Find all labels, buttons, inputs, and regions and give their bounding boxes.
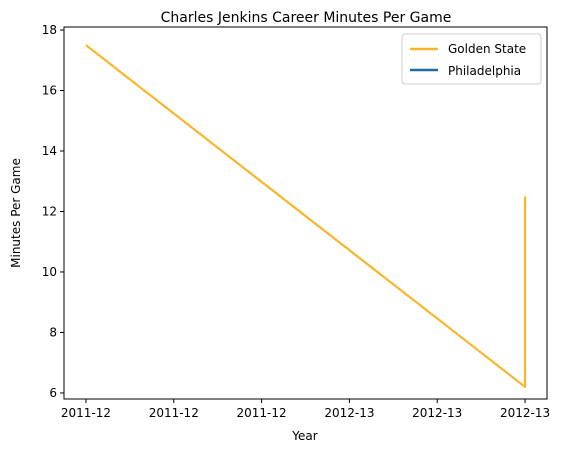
series-lines (85, 44, 527, 389)
x-tick-label: 2011-12 (149, 406, 199, 420)
y-tick-label: 18 (42, 23, 57, 37)
x-tick-label: 2012-13 (412, 406, 462, 420)
chart-title: Charles Jenkins Career Minutes Per Game (161, 10, 452, 26)
y-axis-label: Minutes Per Game (9, 158, 23, 268)
y-tick-label: 16 (42, 84, 57, 98)
legend-box (401, 33, 542, 85)
legend: Golden State Philadelphia (401, 33, 542, 85)
legend-label-philadelphia: Philadelphia (448, 64, 521, 78)
legend-label-golden-state: Golden State (448, 42, 526, 56)
y-axis-ticks: 6 8 10 12 14 16 18 (42, 23, 64, 400)
y-tick-label: 14 (42, 144, 57, 158)
x-tick-label: 2011-12 (61, 406, 111, 420)
plot-area (63, 26, 548, 400)
x-tick-label: 2012-13 (500, 406, 550, 420)
x-axis-ticks: 2011-12 2011-12 2011-12 2012-13 2012-13 2012-… (61, 399, 550, 420)
y-tick-label: 6 (49, 386, 57, 400)
series-line-golden-state (85, 44, 527, 389)
x-tick-label: 2011-12 (237, 406, 287, 420)
x-axis-label: Year (291, 429, 317, 443)
y-tick-label: 12 (42, 204, 57, 218)
y-tick-label: 10 (42, 265, 57, 279)
x-tick-label: 2012-13 (324, 406, 374, 420)
y-tick-label: 8 (49, 325, 57, 339)
